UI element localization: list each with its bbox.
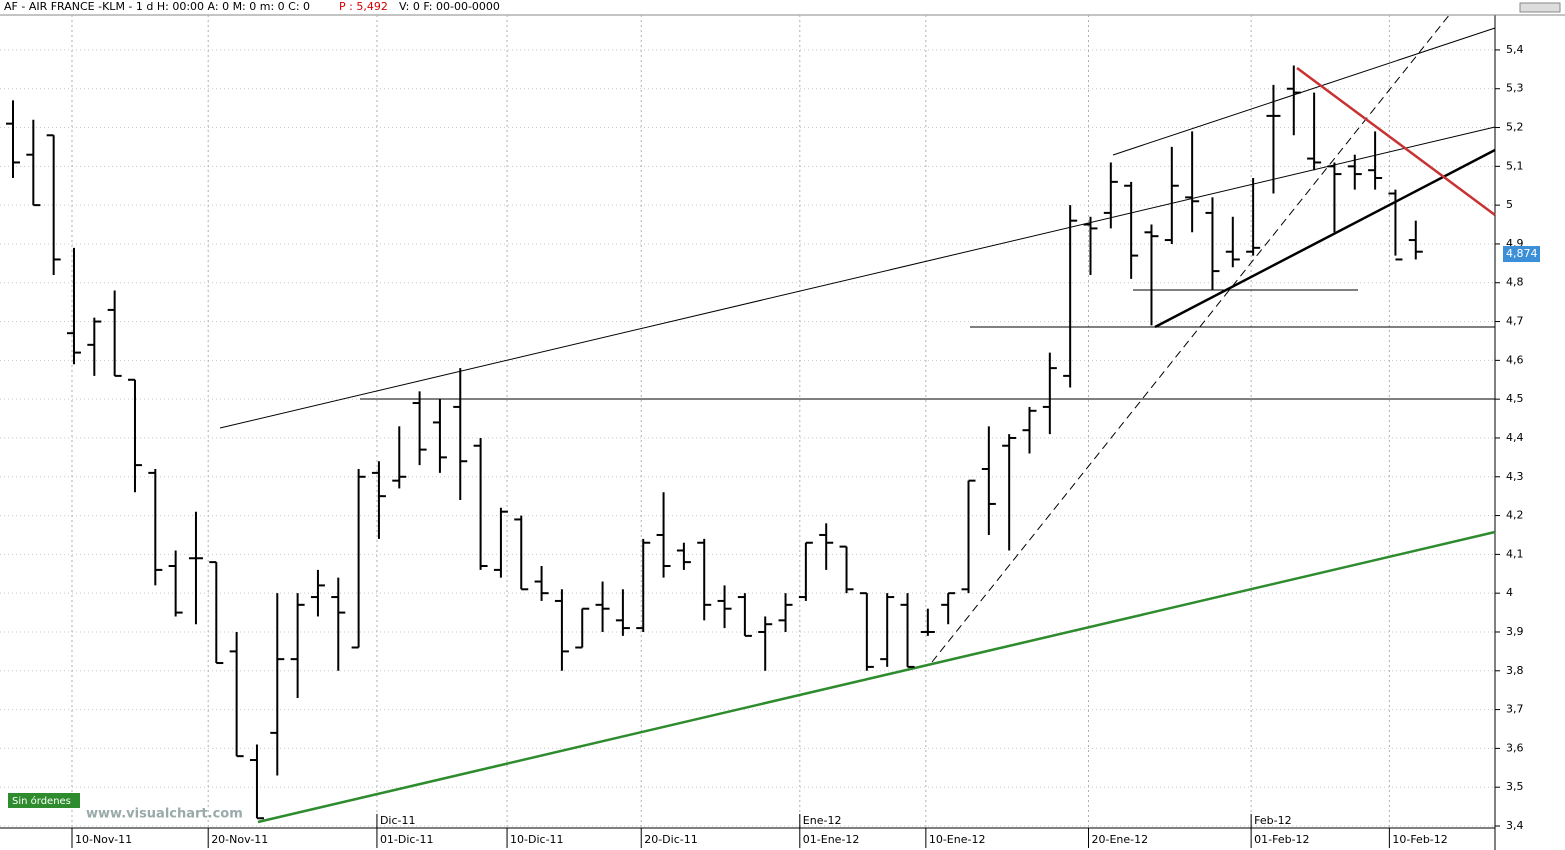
y-tick-label: 3,8 bbox=[1506, 664, 1524, 677]
trendline bbox=[1112, 27, 1496, 156]
y-tick-label: 4,2 bbox=[1506, 509, 1524, 522]
header-symbol: AF - AIR FRANCE -KLM - 1 d H: 00:00 A: 0… bbox=[4, 0, 310, 13]
header-rest: V: 0 F: 00-00-0000 bbox=[399, 0, 500, 13]
trendline-red bbox=[1296, 66, 1496, 217]
y-tick-label: 4,7 bbox=[1506, 315, 1524, 328]
y-tick-label: 5,4 bbox=[1506, 43, 1524, 56]
y-tick-label: 4,1 bbox=[1506, 547, 1524, 560]
y-tick-label: 4,8 bbox=[1506, 276, 1524, 289]
y-tick-label: 3,7 bbox=[1506, 703, 1524, 716]
x-tick-label: 20-Dic-11 bbox=[644, 833, 698, 846]
y-tick-label: 3,5 bbox=[1506, 780, 1524, 793]
y-tick-label: 5,2 bbox=[1506, 121, 1524, 134]
y-tick-label: 5,3 bbox=[1506, 82, 1524, 95]
y-tick-label: 4,3 bbox=[1506, 470, 1524, 483]
y-tick-label: 3,6 bbox=[1506, 741, 1524, 754]
header-price: P : 5,492 bbox=[339, 0, 388, 13]
x-tick-label: 01-Dic-11 bbox=[380, 833, 434, 846]
y-tick-label: 5 bbox=[1506, 198, 1513, 211]
watermark: www.visualchart.com bbox=[86, 807, 243, 822]
month-label: Dic-11 bbox=[380, 814, 416, 827]
window-controls[interactable] bbox=[1519, 2, 1561, 13]
x-tick-label: 10-Feb-12 bbox=[1392, 833, 1447, 846]
month-label: Feb-12 bbox=[1254, 814, 1291, 827]
x-tick-label: 10-Nov-11 bbox=[75, 833, 132, 846]
trendline bbox=[219, 126, 1496, 429]
x-tick-label: 10-Dic-11 bbox=[510, 833, 564, 846]
y-tick-label: 4 bbox=[1506, 586, 1513, 599]
y-tick-label: 5,1 bbox=[1506, 159, 1524, 172]
y-tick-label: 3,9 bbox=[1506, 625, 1524, 638]
last-price-label: 4,874 bbox=[1506, 247, 1538, 260]
y-tick-label: 4,5 bbox=[1506, 392, 1524, 405]
trendline-dashed bbox=[931, 13, 1451, 663]
status-box bbox=[8, 793, 80, 808]
month-label: Ene-12 bbox=[803, 814, 842, 827]
y-tick-label: 4,6 bbox=[1506, 353, 1524, 366]
x-tick-label: 01-Feb-12 bbox=[1254, 833, 1309, 846]
x-tick-label: 20-Nov-11 bbox=[211, 833, 268, 846]
y-tick-label: 4,4 bbox=[1506, 431, 1524, 444]
y-tick-label: 3,4 bbox=[1506, 819, 1524, 832]
x-tick-label: 10-Ene-12 bbox=[929, 833, 986, 846]
last-price-box bbox=[1503, 246, 1540, 263]
x-tick-label: 20-Ene-12 bbox=[1091, 833, 1148, 846]
trendlines bbox=[219, 13, 1496, 824]
trendline-bold bbox=[1154, 148, 1496, 329]
status: Sin órdenes bbox=[12, 795, 71, 807]
trendline-green bbox=[257, 530, 1496, 824]
x-tick-label: 01-Ene-12 bbox=[803, 833, 860, 846]
